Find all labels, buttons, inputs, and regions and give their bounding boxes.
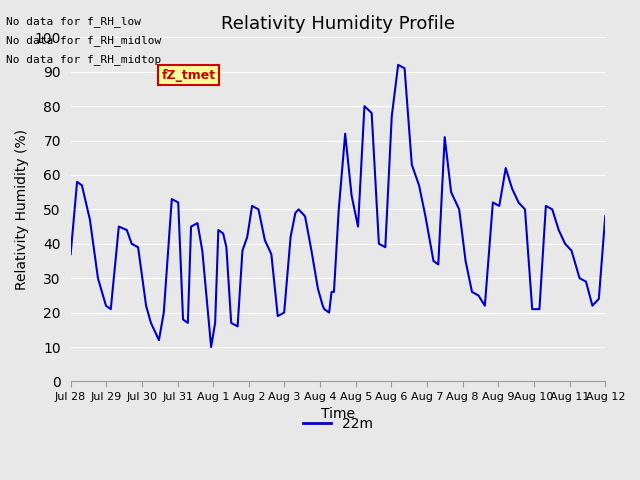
- Title: Relativity Humidity Profile: Relativity Humidity Profile: [221, 15, 455, 33]
- Text: No data for f_RH_low: No data for f_RH_low: [6, 16, 141, 27]
- Text: No data for f_RH_midlow: No data for f_RH_midlow: [6, 35, 162, 46]
- Text: No data for f_RH_midtop: No data for f_RH_midtop: [6, 54, 162, 65]
- Y-axis label: Relativity Humidity (%): Relativity Humidity (%): [15, 129, 29, 290]
- Legend: 22m: 22m: [298, 411, 378, 436]
- X-axis label: Time: Time: [321, 408, 355, 421]
- Text: fZ_tmet: fZ_tmet: [161, 69, 216, 82]
